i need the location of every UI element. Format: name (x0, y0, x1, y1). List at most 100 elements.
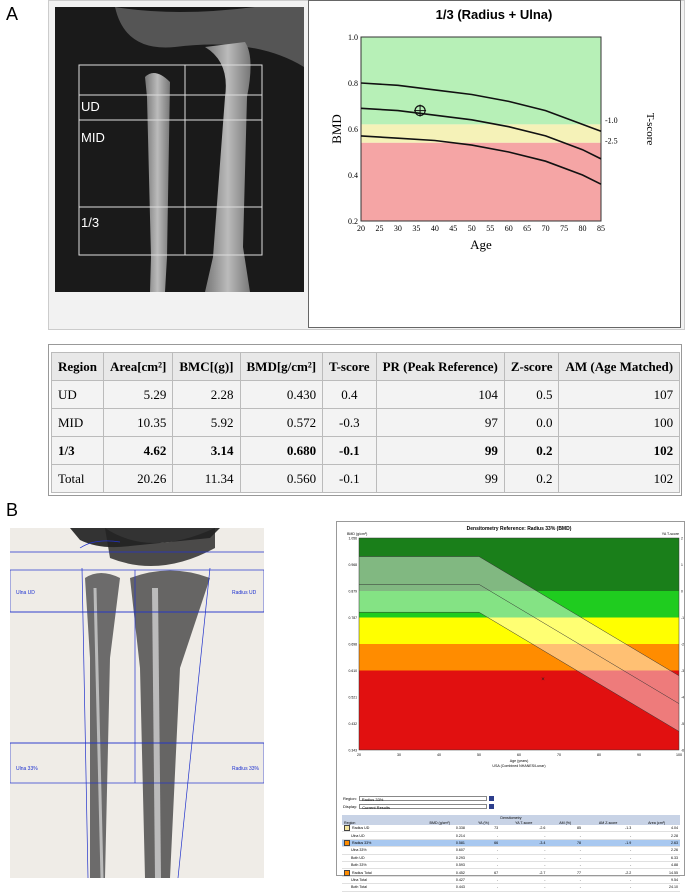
results-cell: 0.680 (239, 436, 324, 465)
densitometry-cell: 0.581 (412, 839, 467, 848)
forearm-xray-image: UD MID 1/3 (55, 7, 304, 292)
results-cell: 100 (558, 408, 681, 437)
chart-b-ttick: -2 (681, 643, 684, 647)
results-cell: -0.3 (322, 408, 377, 437)
chart-b-xtick: 70 (557, 753, 561, 757)
densitometry-cell: - (582, 876, 634, 885)
chart-a-ytick: 0.8 (348, 79, 358, 88)
densitometry-cell: - (500, 883, 548, 892)
densitometry-row[interactable]: Ulna UD 0.214- - - -2.28 (342, 831, 680, 840)
region-dropdown-icon[interactable] (488, 796, 494, 801)
densitometry-row[interactable]: Radius UD 0.338 73 -2.6 85 -1.3 4.04 (342, 825, 680, 833)
chart-b-lower-line (359, 611, 680, 732)
chart-b-ttick: -3 (681, 669, 684, 673)
results-cell: 97 (375, 408, 505, 437)
region-color-swatch (344, 839, 350, 846)
densitometry-cell: -2.7 (500, 868, 548, 877)
chart-a-ylabel: BMD (329, 114, 344, 144)
chart-a-xtick: 75 (560, 224, 568, 233)
densitometry-cell: Radius 33% (342, 839, 413, 848)
chart-b-xtick: 40 (437, 753, 441, 757)
chart-a-ytick: 1.0 (348, 33, 358, 42)
densitometry-row[interactable]: Ulna 33% 0.607- - - -2.26 (342, 846, 680, 855)
results-col-header: BMC[(g)] (172, 352, 241, 381)
chart-a-tscore-tick: -2.5 (605, 137, 618, 146)
forearm-xray-image-b: Ulna UD Radius UD Ulna 33% Radius 33% (10, 528, 264, 878)
densitometry-cell: 6.33 (633, 854, 680, 862)
chart-a-series-line-1 (360, 107, 602, 160)
chart-b-ytick: 0.343 (349, 749, 358, 753)
densitometry-cell: Both Total (342, 883, 413, 892)
chart-b-xtick: 90 (637, 753, 641, 757)
panel-a-letter: A (6, 4, 19, 24)
roi-label-ulna-ud: Ulna UD (16, 590, 35, 596)
densitometry-cell: 4.04 (633, 825, 680, 833)
densitometry-cell: 2.26 (633, 846, 680, 855)
results-cell: 0.560 (239, 464, 324, 493)
densitometry-row[interactable]: Both Total 0.443- - - -24.10 (342, 883, 680, 892)
densitometry-table: Densitometry Region BMD (g/cm²) YA (%) YA T… (342, 815, 680, 892)
densitometry-cell: - (466, 854, 501, 862)
chart-b-ytick: 0.698 (349, 643, 358, 647)
chart-a-tscore-tick: -1.0 (605, 116, 618, 125)
results-col-header: BMD[g/cm²] (239, 352, 324, 381)
densitometry-row[interactable]: Radius Total 0.452 67 -2.7 77 -2.2 14.55 (342, 868, 680, 877)
densitometry-cell: - (466, 876, 501, 885)
chart-a-xtick: 20 (357, 224, 365, 233)
densitometry-cell: Both UD (342, 854, 413, 862)
display-select[interactable]: Current Results (359, 804, 488, 810)
densitometry-row[interactable]: Both UD 0.293- - - -6.33 (342, 854, 680, 862)
densitometry-row[interactable]: Radius 33% 0.581 66 -3.4 78 -1.9 2.63 (342, 839, 680, 848)
densitometry-cell: - (547, 846, 583, 855)
results-cell: 11.34 (172, 464, 241, 493)
chart-a-title: 1/3 (Radius + Ulna) (436, 7, 553, 22)
chart-b-xtick: 20 (357, 753, 361, 757)
densitometry-cell: 67 (466, 868, 501, 877)
densitometry-cell: 0.593 (412, 861, 467, 870)
densitometry-row[interactable]: Ulna Total 0.427- - - -9.54 (342, 876, 680, 885)
chart-b-xtick: 30 (397, 753, 401, 757)
chart-b-plot-border (358, 537, 680, 751)
region-name: Radius UD (352, 826, 370, 831)
region-select[interactable]: Radius 33% (358, 796, 487, 802)
chart-b-xtick: 50 (477, 753, 481, 757)
roi-label-ud: UD (81, 99, 100, 114)
roi-label-ulna-33: Ulna 33% (16, 766, 38, 772)
densitometry-col-header: YA (%) (466, 820, 501, 825)
densitometry-cell: - (500, 831, 548, 840)
densitometry-cell: 24.10 (633, 883, 680, 892)
densitometry-cell: - (466, 831, 501, 840)
densitometry-cell: 85 (547, 825, 583, 833)
densitometry-cell: Radius Total (342, 868, 413, 877)
densitometry-cell: -1.3 (582, 825, 634, 833)
chart-a-series-line-0 (360, 82, 602, 133)
chart-a-band-1 (361, 124, 601, 143)
densitometry-cell: Ulna UD (342, 831, 413, 840)
chart-b-reference-overlay (359, 556, 680, 732)
region-name: Ulna 33% (351, 848, 367, 853)
results-cell: 3.14 (172, 436, 241, 465)
display-dropdown-icon[interactable] (489, 804, 495, 809)
region-name: Both UD (351, 855, 365, 860)
densitometry-cell: 0.607 (412, 846, 467, 855)
chart-b-xtick: 80 (597, 753, 601, 757)
roi-label-radius-33: Radius 33% (232, 766, 259, 772)
display-label: Display: (343, 804, 358, 809)
densitometry-row[interactable]: Both 33% 0.593- - - -4.88 (342, 861, 680, 870)
results-cell: 1/3 (51, 436, 104, 465)
densitometry-cell: - (547, 883, 583, 892)
chart-a-band-0 (361, 37, 601, 125)
forearm-xray-drawing (55, 7, 304, 292)
chart-b-ttick: -1 (681, 616, 684, 620)
chart-a-xtick: 45 (449, 224, 457, 233)
densitometry-cell: Radius UD (342, 825, 413, 833)
densitometry-cell: 73 (466, 825, 501, 833)
chart-b-band-3 (359, 644, 679, 671)
chart-a-series-line-2 (360, 135, 602, 185)
results-table-header: Region Area[cm²] BMC[(g)] BMD[g/cm²] T-score… (51, 352, 681, 381)
results-cell: 0.2 (503, 464, 560, 493)
densitometry-cell: -1.9 (582, 839, 634, 848)
densitometry-col-header: Region (342, 820, 413, 825)
chart-b-ytick: 0.968 (349, 563, 358, 567)
region-control: Region: Radius 33% (343, 796, 494, 802)
